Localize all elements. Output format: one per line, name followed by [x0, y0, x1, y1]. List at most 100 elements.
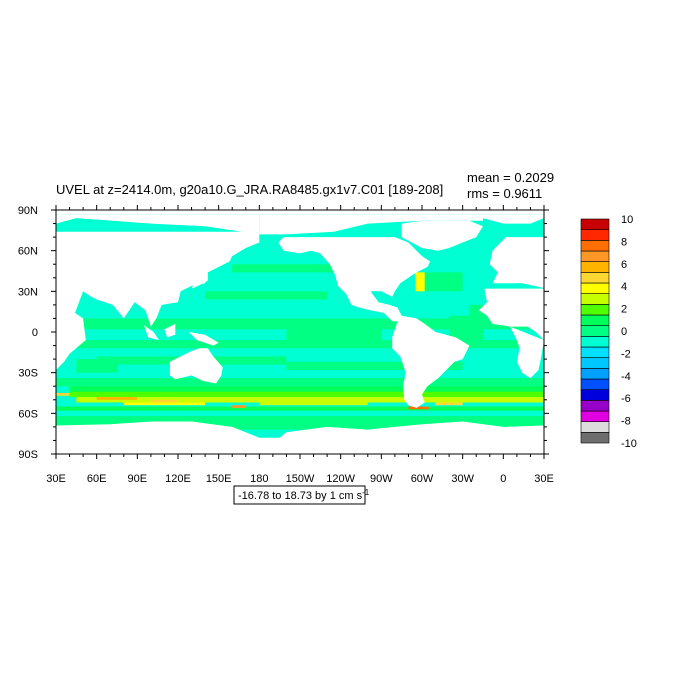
colorbar-segment: [580, 272, 610, 284]
colorbar-label: -4: [621, 371, 631, 383]
land-polygon: [478, 288, 544, 341]
colorbar-segment: [580, 368, 610, 380]
land-polygon: [483, 214, 544, 224]
field-band: [76, 397, 544, 403]
land-polygon: [259, 421, 544, 454]
field-band: [232, 405, 246, 408]
land-polygon: [278, 237, 470, 408]
colorbar-segment: [580, 410, 610, 422]
y-tick-label: 0: [32, 327, 38, 339]
x-tick-label: 30E: [534, 473, 554, 485]
y-tick-label: 60N: [18, 246, 38, 258]
land-polygon: [56, 214, 260, 235]
field-band: [408, 406, 429, 410]
field-band: [435, 402, 463, 406]
x-tick-label: 90W: [370, 473, 393, 485]
field-band: [56, 421, 544, 430]
y-tick-label: 90S: [18, 449, 38, 461]
land-polygon: [169, 348, 223, 384]
land-polygon: [510, 326, 544, 379]
colorbar-label: 0: [621, 326, 627, 338]
field-band: [56, 416, 544, 422]
y-tick-labels: 90N 60N 30N 0 30S 60S 90S: [18, 205, 38, 461]
mean-label: mean = 0.2029: [467, 170, 554, 185]
map-plot: 30E 60E 90E 120E 150E 180 150W 120W 90W 60W 30W 0 30…: [18, 205, 554, 485]
colorbar-segment: [580, 325, 610, 337]
field-band: [56, 393, 70, 396]
land-polygon: [374, 243, 402, 262]
land-polygon: [188, 332, 219, 346]
field-band: [232, 264, 341, 273]
field-band: [422, 272, 463, 292]
land-polygon: [164, 323, 176, 338]
colorbar-label: -2: [621, 348, 631, 360]
colorbar-segment: [580, 389, 610, 401]
colorbar-segment: [580, 261, 610, 273]
land-polygon: [401, 220, 483, 251]
y-tick-label: 30S: [18, 368, 38, 380]
rms-label: rms = 0.9611: [467, 186, 542, 201]
land-polygon: [56, 421, 260, 454]
field-band: [56, 340, 544, 349]
field-band: [56, 378, 544, 387]
field-band: [76, 359, 117, 373]
colorbar-segment: [580, 229, 610, 241]
x-tick-label: 150E: [206, 473, 232, 485]
colorbar-segment: [580, 378, 610, 390]
colorbar-segment: [580, 293, 610, 305]
y-tick-label: 90N: [18, 205, 38, 217]
footer-box: [233, 485, 366, 505]
land-polygon: [56, 231, 260, 370]
colorbar-segment: [580, 336, 610, 348]
colorbar-label: 8: [621, 236, 627, 248]
colorbar-segment: [580, 432, 610, 444]
colorbar-label: 2: [621, 304, 627, 316]
field-band: [56, 406, 544, 411]
colorbar-segment: [580, 400, 610, 412]
land-polygon: [259, 214, 422, 235]
field-band: [69, 386, 544, 393]
colorbar-segment: [580, 240, 610, 252]
x-tick-label: 0: [500, 473, 506, 485]
footer-exponent: -1: [362, 488, 370, 497]
field-band: [69, 391, 544, 398]
field-band: [259, 402, 368, 406]
field-band: [150, 399, 178, 403]
colorbar-segment: [580, 357, 610, 369]
x-tick-label: 150W: [286, 473, 315, 485]
colorbar-label: -10: [621, 438, 637, 450]
land-polygon: [191, 272, 208, 289]
colorbar-segment: [580, 421, 610, 433]
x-tick-label: 30E: [46, 473, 66, 485]
field-band: [415, 272, 425, 292]
y-tick-label: 30N: [18, 286, 38, 298]
footer-label: -16.78 to 18.73 by 1 cm s-1: [238, 488, 370, 502]
land-polygon: [144, 325, 159, 341]
land-polygon: [489, 237, 544, 289]
colorbar-label: 10: [621, 214, 633, 226]
colorbar-segment: [580, 250, 610, 262]
land-mask: [56, 214, 544, 454]
field-band: [286, 361, 463, 370]
x-tick-label: 180: [250, 473, 268, 485]
x-tick-label: 120W: [326, 473, 355, 485]
land-polygon: [422, 214, 483, 221]
colorbar-label: 4: [621, 281, 627, 293]
colorbar-label: 6: [621, 259, 627, 271]
colorbar-segment: [580, 314, 610, 326]
colorbar-segment: [580, 304, 610, 316]
x-tick-label: 90E: [128, 473, 148, 485]
field-band: [96, 397, 138, 400]
x-tick-label: 120E: [165, 473, 191, 485]
colorbar-segment: [580, 218, 610, 230]
x-tick-labels: 30E 60E 90E 120E 150E 180 150W 120W 90W 60W 30W 0 30…: [46, 473, 554, 485]
x-tick-label: 60E: [87, 473, 107, 485]
map-ticks: [51, 205, 549, 459]
field-band: [205, 291, 328, 300]
chart-title: UVEL at z=2414.0m, g20a10.G_JRA.RA8485.g…: [56, 182, 443, 197]
colorbar-segment: [580, 282, 610, 294]
y-tick-label: 60S: [18, 408, 38, 420]
colorbar-label: -6: [621, 393, 631, 405]
colorbar-segment: [580, 346, 610, 358]
